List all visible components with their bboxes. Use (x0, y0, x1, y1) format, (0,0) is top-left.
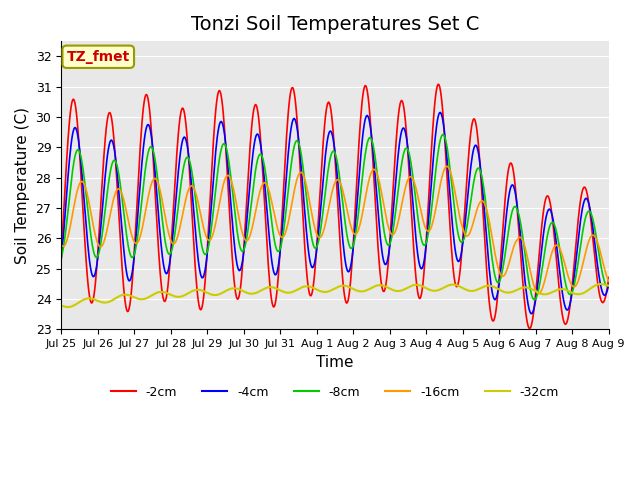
-16cm (401, 185, 409, 191)
-4cm (58, 257, 65, 263)
-8cm (439, 132, 447, 137)
-32cm (58, 302, 65, 308)
Line: -32cm: -32cm (61, 284, 609, 307)
Text: TZ_fmet: TZ_fmet (67, 50, 130, 64)
-32cm (209, 292, 216, 298)
Line: -8cm: -8cm (61, 134, 609, 300)
-32cm (124, 292, 132, 298)
-4cm (401, 129, 409, 135)
-32cm (68, 303, 76, 309)
-2cm (58, 253, 65, 259)
Legend: -2cm, -4cm, -8cm, -16cm, -32cm: -2cm, -4cm, -8cm, -16cm, -32cm (106, 381, 564, 404)
-4cm (124, 274, 131, 279)
-32cm (597, 281, 605, 287)
-32cm (180, 293, 188, 299)
-32cm (419, 283, 426, 289)
Title: Tonzi Soil Temperatures Set C: Tonzi Soil Temperatures Set C (191, 15, 479, 34)
Line: -16cm: -16cm (61, 167, 609, 294)
-2cm (208, 163, 216, 168)
-4cm (417, 266, 425, 272)
-16cm (417, 210, 425, 216)
-2cm (605, 275, 612, 280)
-32cm (64, 304, 72, 310)
Line: -2cm: -2cm (61, 84, 609, 328)
-2cm (525, 325, 533, 331)
-2cm (124, 309, 131, 314)
-4cm (67, 142, 75, 147)
-8cm (179, 168, 187, 173)
-32cm (403, 286, 410, 291)
-8cm (531, 297, 538, 303)
-2cm (435, 82, 442, 87)
-8cm (401, 146, 409, 152)
-16cm (535, 291, 543, 297)
-4cm (208, 194, 216, 200)
-8cm (417, 236, 425, 242)
-32cm (605, 283, 612, 288)
X-axis label: Time: Time (316, 355, 354, 370)
-8cm (67, 180, 75, 186)
-16cm (444, 164, 451, 169)
-2cm (179, 106, 187, 111)
-16cm (208, 234, 216, 240)
-4cm (436, 109, 444, 115)
-2cm (417, 291, 425, 297)
-2cm (67, 104, 75, 110)
-16cm (67, 219, 75, 225)
-16cm (124, 213, 131, 219)
-16cm (58, 242, 65, 248)
-8cm (58, 255, 65, 261)
-4cm (179, 136, 187, 142)
-8cm (605, 282, 612, 288)
-2cm (401, 118, 409, 124)
-16cm (179, 209, 187, 215)
-16cm (605, 278, 612, 284)
Y-axis label: Soil Temperature (C): Soil Temperature (C) (15, 107, 30, 264)
-4cm (528, 311, 536, 316)
-4cm (605, 281, 612, 287)
-8cm (208, 220, 216, 226)
Line: -4cm: -4cm (61, 112, 609, 313)
-8cm (124, 238, 131, 244)
